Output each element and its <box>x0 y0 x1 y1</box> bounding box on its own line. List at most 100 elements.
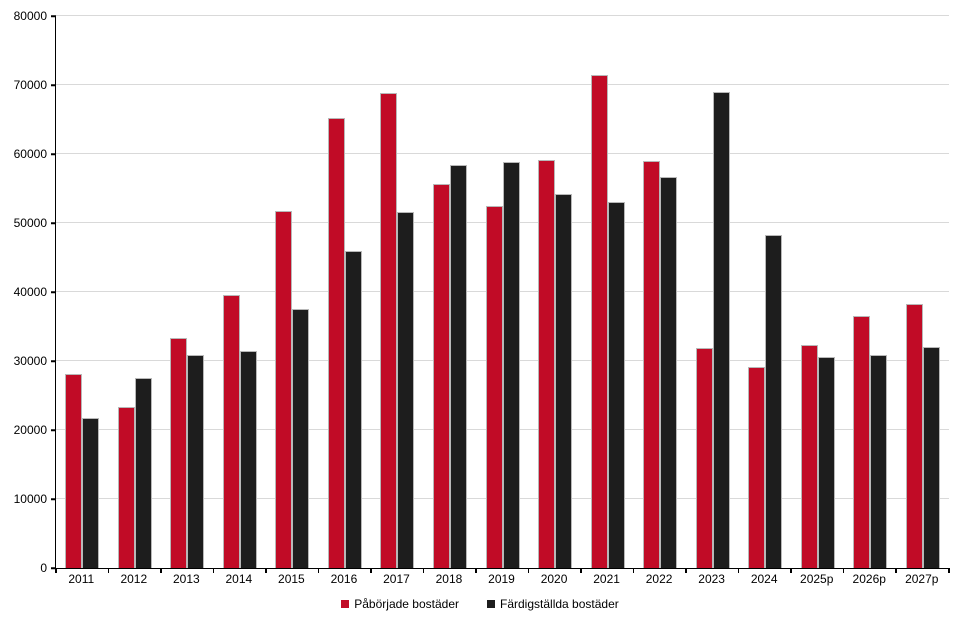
x-axis-label-2020: 2020 <box>540 572 568 586</box>
bar-2022-fardigstallda <box>660 176 678 568</box>
y-axis-label-80000: 80000 <box>13 9 47 23</box>
legend: Påbörjade bostäder Färdigställda bostäde… <box>0 597 960 611</box>
bar-group-2026p <box>844 16 897 568</box>
bar-group-2013 <box>161 16 214 568</box>
bar-2023-fardigstallda <box>712 91 730 568</box>
y-axis-label-30000: 30000 <box>13 354 47 368</box>
bar-2016-paborjade <box>327 118 345 568</box>
x-axis-tick <box>527 568 530 573</box>
x-axis-tick <box>790 568 792 573</box>
bar-2027p-fardigstallda <box>922 346 940 568</box>
y-axis-label-0: 0 <box>40 561 47 575</box>
bar-group-2022 <box>634 16 687 568</box>
bar-group-2016 <box>319 16 372 568</box>
bar-2011-paborjade <box>65 374 83 568</box>
legend-swatch-paborjade <box>341 600 350 608</box>
bar-2018-fardigstallda <box>449 165 467 568</box>
x-axis-tick <box>370 568 372 573</box>
x-axis-label-2027p: 2027p <box>905 572 939 586</box>
y-axis-label-50000: 50000 <box>13 216 47 230</box>
bar-2021-fardigstallda <box>607 202 625 568</box>
bar-2020-fardigstallda <box>555 194 573 568</box>
bar-group-2011 <box>56 16 109 568</box>
y-axis-tick <box>51 360 56 362</box>
legend-item-fardigstallda: Färdigställda bostäder <box>487 597 619 611</box>
bar-2026p-paborjade <box>853 316 871 568</box>
x-axis-label-2011: 2011 <box>68 572 95 586</box>
x-axis-label-2021: 2021 <box>593 572 620 586</box>
x-axis-label-2013: 2013 <box>172 572 200 586</box>
gridline-70000 <box>56 84 949 85</box>
x-axis-tick <box>737 568 740 573</box>
x-axis-tick <box>632 568 635 573</box>
x-axis-label-2015: 2015 <box>278 572 305 586</box>
bar-group-2027p <box>897 16 950 568</box>
x-axis-tick <box>422 568 425 573</box>
bar-2014-fardigstallda <box>239 350 257 568</box>
bar-2027p-paborjade <box>905 304 923 568</box>
bar-group-2023 <box>686 16 739 568</box>
bar-2025p-fardigstallda <box>817 356 835 568</box>
bar-2020-paborjade <box>538 160 556 568</box>
x-axis-tick <box>265 568 267 573</box>
legend-label-paborjade: Påbörjade bostäder <box>354 597 459 611</box>
bar-groups <box>56 16 949 568</box>
bar-2016-fardigstallda <box>344 251 362 568</box>
y-axis-label-70000: 70000 <box>13 78 47 92</box>
bar-group-2024 <box>739 16 792 568</box>
bar-group-2017 <box>371 16 424 568</box>
x-axis-label-2023: 2023 <box>698 572 725 586</box>
x-axis-label-2025p: 2025p <box>800 572 834 586</box>
bar-2024-fardigstallda <box>765 234 783 568</box>
y-axis-tick <box>51 291 56 293</box>
y-axis-tick <box>51 84 56 86</box>
y-axis-tick <box>51 153 56 155</box>
gridline-60000 <box>56 153 949 154</box>
x-axis-tick <box>842 568 845 573</box>
x-axis-tick <box>685 568 687 573</box>
x-axis-label-2012: 2012 <box>120 572 148 586</box>
x-axis-label-2024: 2024 <box>750 572 778 586</box>
bar-2013-fardigstallda <box>187 354 205 568</box>
y-axis-label-60000: 60000 <box>13 147 47 161</box>
legend-swatch-fardigstallda <box>487 600 495 608</box>
bar-2017-paborjade <box>380 92 398 568</box>
bar-2025p-paborjade <box>800 345 818 568</box>
x-axis-tick <box>475 568 477 573</box>
bar-2023-paborjade <box>695 347 713 568</box>
x-axis-label-2017: 2017 <box>383 572 410 586</box>
legend-item-paborjade: Påbörjade bostäder <box>341 597 459 611</box>
gridline-80000 <box>56 15 949 16</box>
x-axis-label-2022: 2022 <box>645 572 673 586</box>
bar-group-2021 <box>581 16 634 568</box>
x-axis-tick <box>55 568 57 573</box>
x-axis-tick <box>948 568 950 573</box>
bar-2021-paborjade <box>590 74 608 568</box>
plot-area: 0 10000 20000 30000 40000 50000 60000 70000 8000… <box>14 9 950 575</box>
bar-2018-paborjade <box>432 183 450 568</box>
bar-2012-fardigstallda <box>134 377 152 568</box>
y-axis-label-40000: 40000 <box>13 285 47 299</box>
x-axis-label-2016: 2016 <box>330 572 358 586</box>
bar-2019-paborjade <box>485 205 503 568</box>
x-axis-label-2026p: 2026p <box>852 572 886 586</box>
x-axis-tick <box>107 568 110 573</box>
bar-group-2014 <box>214 16 267 568</box>
legend-label-fardigstallda: Färdigställda bostäder <box>500 597 619 611</box>
y-axis-tick <box>51 222 56 224</box>
y-axis-tick <box>51 429 56 431</box>
bar-2012-paborjade <box>117 406 135 568</box>
x-axis-tick <box>580 568 582 573</box>
bar-2015-paborjade <box>275 211 293 568</box>
bar-2011-fardigstallda <box>82 418 100 568</box>
bar-2017-fardigstallda <box>397 211 415 568</box>
x-axis-labels: 2011 2012 2013 2014 2015 2016 2017 2018 2019 2020… <box>55 572 948 586</box>
y-axis-tick <box>51 567 56 569</box>
x-axis-label-2018: 2018 <box>435 572 463 586</box>
x-axis-tick <box>317 568 320 573</box>
y-axis-tick <box>51 498 56 500</box>
bar-2026p-fardigstallda <box>870 355 888 568</box>
x-axis-tick <box>212 568 215 573</box>
y-axis-label-20000: 20000 <box>13 423 47 437</box>
